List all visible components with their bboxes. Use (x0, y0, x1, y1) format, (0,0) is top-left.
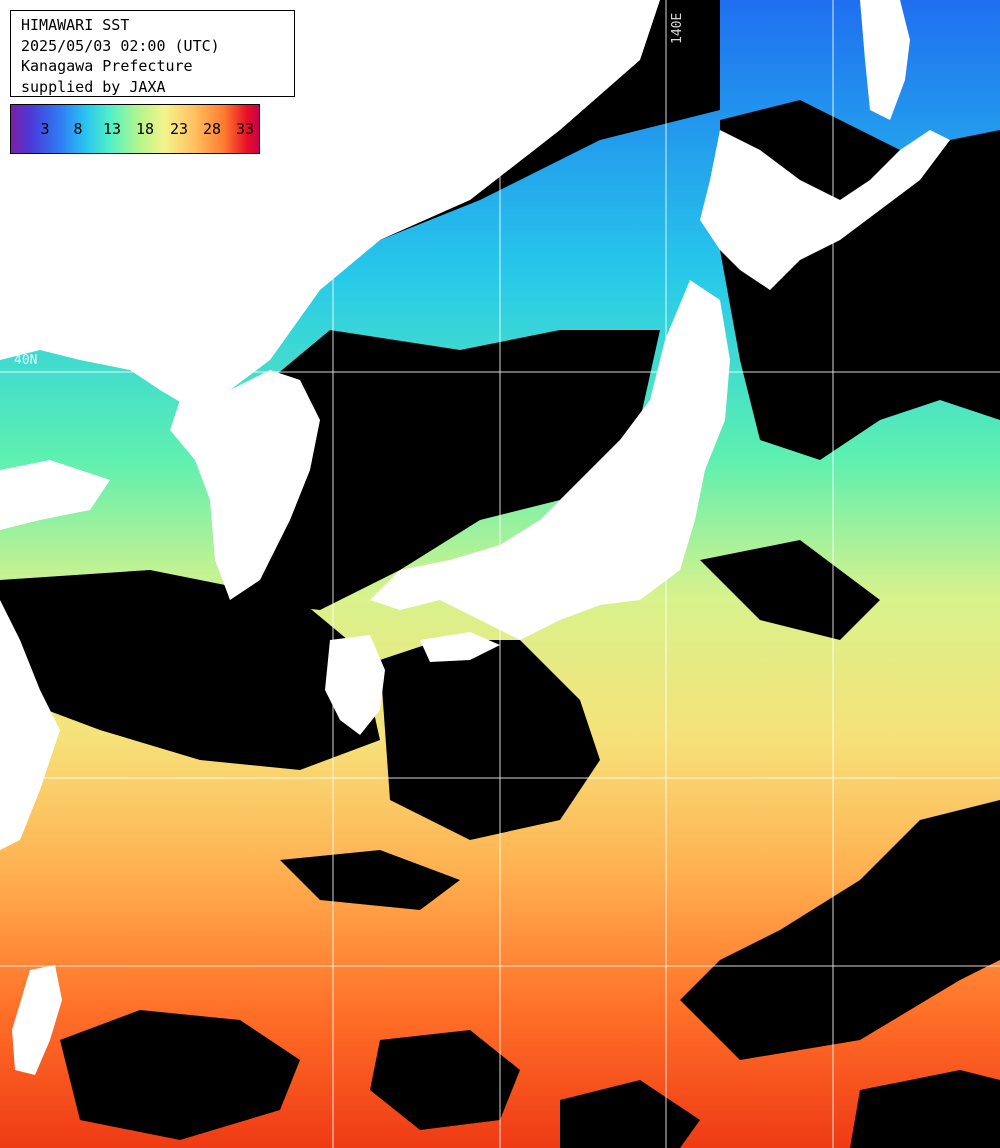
legend-tick: 3 (40, 120, 50, 138)
title-line-source: supplied by JAXA (21, 77, 166, 96)
land-kyushu (325, 635, 385, 735)
land-sakhalin (860, 0, 910, 120)
lat-40-label: 40N (14, 353, 38, 368)
color-legend: 3 8 13 18 23 28 33 (10, 104, 260, 154)
lon-140-label: 140E (670, 12, 685, 44)
legend-gradient (11, 105, 259, 153)
land-shikoku (420, 632, 500, 662)
legend-tick: 18 (135, 120, 155, 138)
lat-30-label: 30N (14, 759, 38, 774)
land-shandong (0, 460, 110, 530)
title-line-product: HIMAWARI SST (21, 16, 130, 34)
land-honshu (370, 280, 730, 640)
land-taiwan (12, 965, 62, 1075)
title-box: HIMAWARI SST 2025/05/03 02:00 (UTC) Kana… (10, 10, 295, 97)
legend-tick: 23 (169, 120, 189, 138)
land-china-coast (0, 600, 60, 850)
title-line-datetime: 2025/05/03 02:00 (UTC) (21, 36, 220, 55)
legend-tick: 33 (235, 120, 255, 138)
legend-tick: 28 (202, 120, 222, 138)
legend-tick: 8 (73, 120, 83, 138)
land-hokkaido (700, 130, 950, 290)
land-korea (170, 370, 320, 600)
legend-tick: 13 (102, 120, 122, 138)
title-line-region: Kanagawa Prefecture (21, 57, 193, 75)
